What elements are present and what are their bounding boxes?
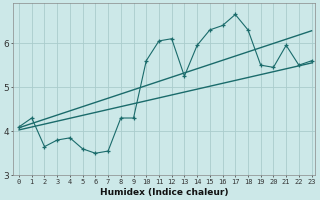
X-axis label: Humidex (Indice chaleur): Humidex (Indice chaleur) [100, 188, 228, 197]
